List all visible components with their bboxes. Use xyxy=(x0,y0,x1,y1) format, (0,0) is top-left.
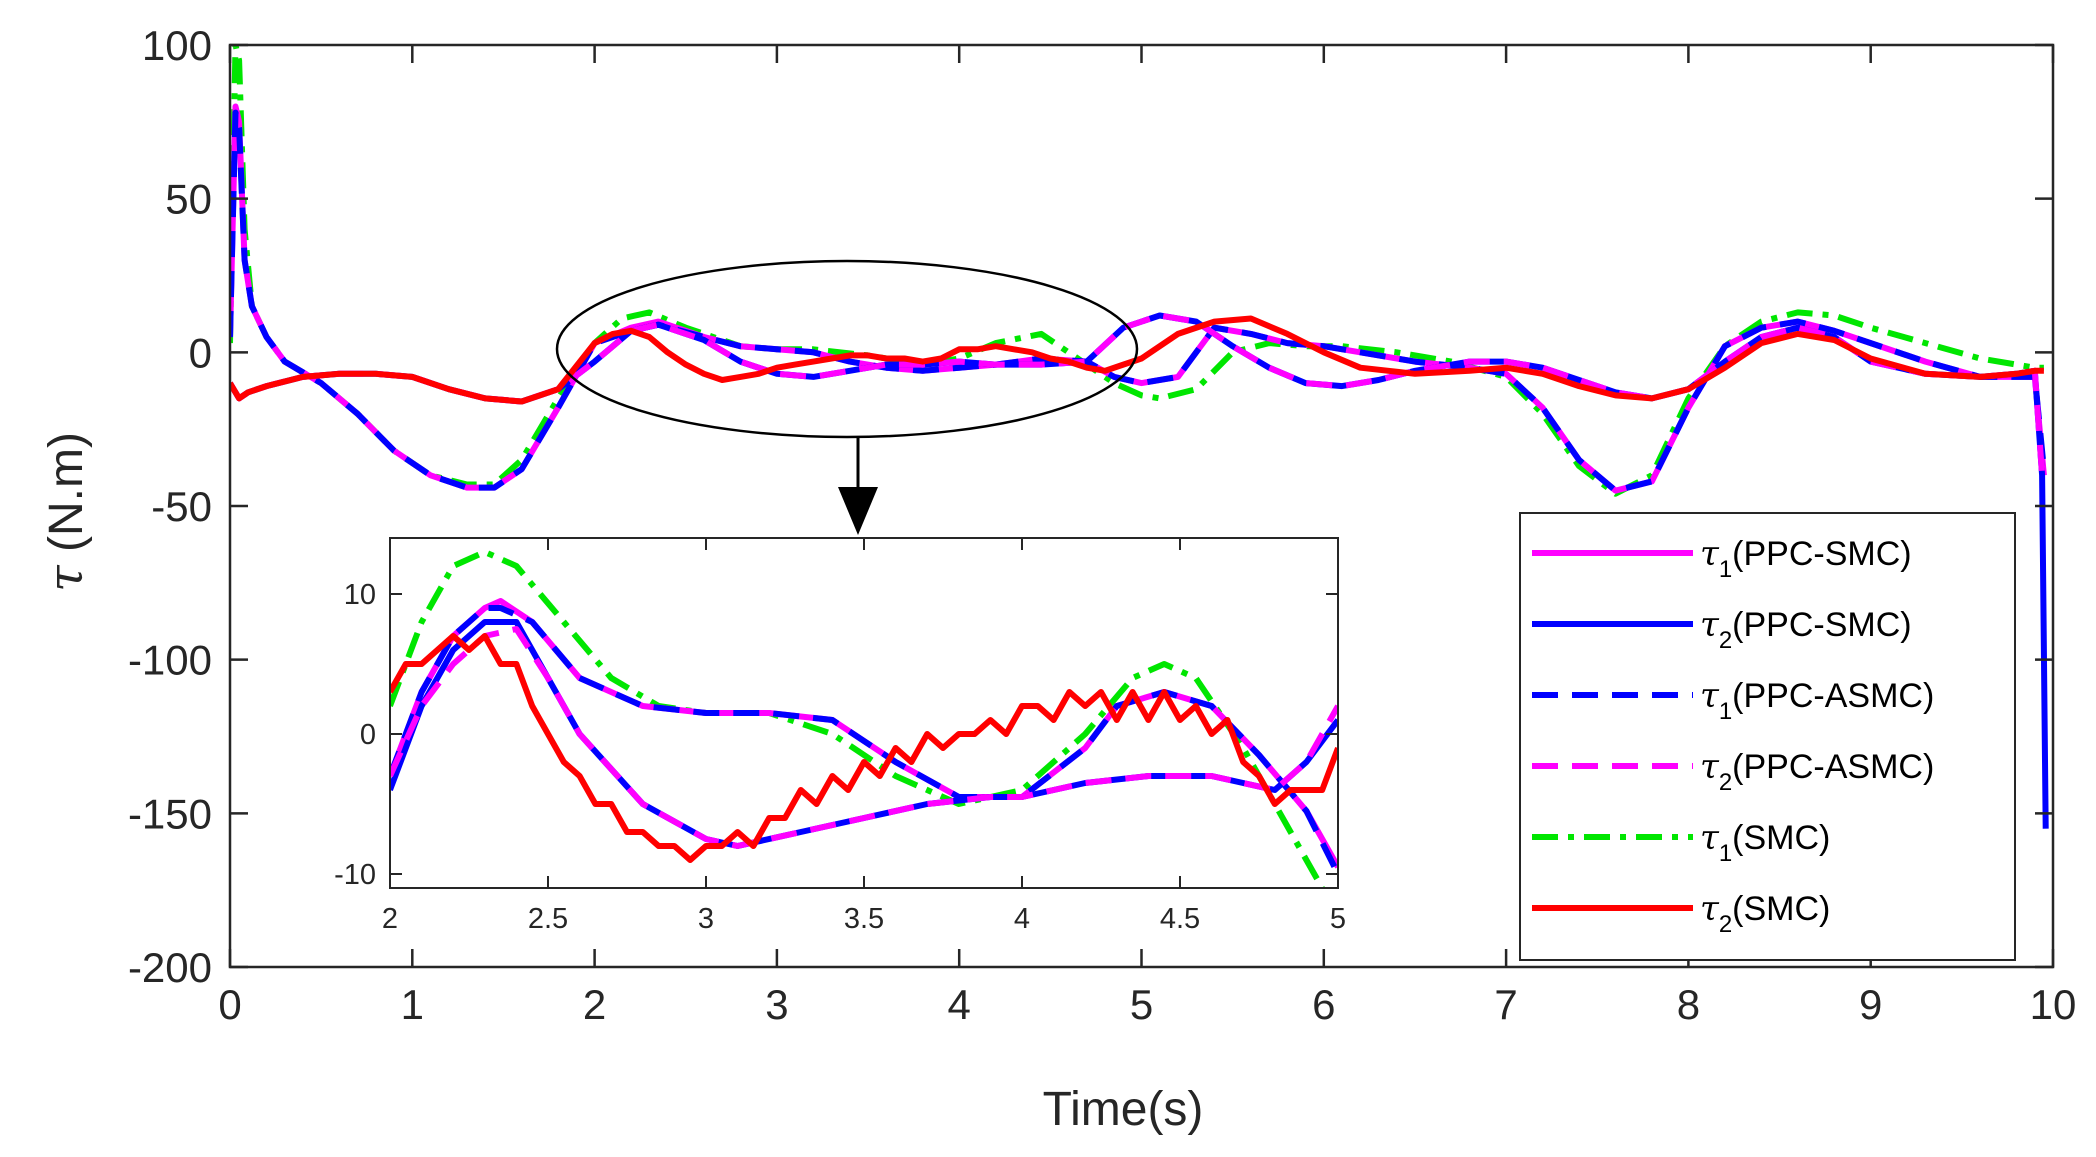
legend-subscript: 2 xyxy=(1719,769,1732,796)
legend-controller: (PPC-ASMC) xyxy=(1732,748,1934,786)
x-tick-label: 0 xyxy=(218,981,241,1028)
inset-series-clip xyxy=(390,549,1338,888)
legend-label: τ1(PPC-ASMC) xyxy=(1700,676,1934,725)
x-tick-label: 10 xyxy=(2030,981,2077,1028)
x-tick-label: 7 xyxy=(1494,981,1517,1028)
y-tick-label: -50 xyxy=(151,483,212,530)
legend-label: τ2(PPC-SMC) xyxy=(1700,605,1912,654)
x-tick-label: 1 xyxy=(401,981,424,1028)
inset-x-tick-label: 3 xyxy=(698,903,714,935)
inset-x-tick-label: 2.5 xyxy=(528,903,568,935)
legend-controller: (PPC-SMC) xyxy=(1732,535,1911,573)
inset-series-line xyxy=(390,549,1325,888)
legend-controller: (PPC-ASMC) xyxy=(1732,677,1934,715)
inset-plot: 2 2.5 3 3.5 4 4.5 5 10 0 -10 xyxy=(334,537,1346,935)
legend-symbol: τ xyxy=(1700,747,1720,787)
legend-controller: (SMC) xyxy=(1732,890,1830,928)
inset-x-tick-label: 5 xyxy=(1330,903,1346,935)
series-line xyxy=(230,315,2044,405)
y-tick-label: 100 xyxy=(142,22,212,69)
inset-series-line xyxy=(390,605,1338,876)
inset-series-line xyxy=(390,626,1338,849)
legend-label: τ1(PPC-SMC) xyxy=(1700,534,1912,583)
main-series-group xyxy=(230,45,2049,829)
legend-subscript: 1 xyxy=(1719,840,1732,867)
y-tick-label: 0 xyxy=(189,329,212,376)
inset-x-tick-label: 2 xyxy=(382,903,398,935)
x-tick-label: 2 xyxy=(583,981,606,1028)
x-tick-label: 3 xyxy=(765,981,788,1028)
legend-label: τ2(SMC) xyxy=(1700,889,1830,938)
y-tick-label: -100 xyxy=(128,637,212,684)
inset-series-line xyxy=(390,633,1338,863)
legend-subscript: 1 xyxy=(1719,556,1732,583)
legend-subscript: 2 xyxy=(1719,627,1732,654)
legend-symbol: τ xyxy=(1700,534,1720,574)
legend: τ1(PPC-SMC)τ2(PPC-SMC)τ1(PPC-ASMC)τ2(PPC… xyxy=(1519,512,2016,961)
y-tick-label: -150 xyxy=(128,790,212,837)
zoom-arrow-head xyxy=(838,487,878,535)
x-tick-label: 9 xyxy=(1859,981,1882,1028)
y-axis-unit: (N.m) xyxy=(40,432,93,565)
legend-controller: (PPC-SMC) xyxy=(1732,606,1911,644)
legend-controller: (SMC) xyxy=(1732,819,1830,857)
zoom-ellipse xyxy=(555,259,1139,439)
legend-symbol: τ xyxy=(1700,818,1720,858)
legend-symbol: τ xyxy=(1700,676,1720,716)
inset-y-tick-label: 10 xyxy=(344,579,376,611)
inset-y-tick-label: -10 xyxy=(334,859,376,891)
legend-symbol: τ xyxy=(1700,605,1720,645)
y-axis-title: τ (N.m) xyxy=(38,432,94,592)
legend-symbol: τ xyxy=(1700,889,1720,929)
x-tick-label: 6 xyxy=(1312,981,1335,1028)
legend-box xyxy=(1519,512,2016,961)
y-axis-symbol: τ xyxy=(38,564,94,592)
x-tick-label: 5 xyxy=(1130,981,1153,1028)
inset-y-tick-label: 0 xyxy=(360,719,376,751)
inset-x-tick-label: 4 xyxy=(1014,903,1030,935)
y-tick-label: 50 xyxy=(165,176,212,223)
legend-label: τ1(SMC) xyxy=(1700,818,1830,867)
y-tick-label: -200 xyxy=(128,944,212,991)
x-tick-label: 4 xyxy=(948,981,971,1028)
inset-background xyxy=(390,538,1338,888)
main-series-clip xyxy=(230,45,2049,829)
legend-subscript: 1 xyxy=(1719,698,1732,725)
x-axis-title: Time(s) xyxy=(1043,1083,1204,1136)
legend-subscript: 2 xyxy=(1719,911,1732,938)
inset-x-tick-label: 3.5 xyxy=(844,903,884,935)
x-tick-label: 8 xyxy=(1677,981,1700,1028)
legend-label: τ2(PPC-ASMC) xyxy=(1700,747,1934,796)
inset-x-tick-label: 4.5 xyxy=(1160,903,1200,935)
zoom-annotation xyxy=(555,259,1139,535)
